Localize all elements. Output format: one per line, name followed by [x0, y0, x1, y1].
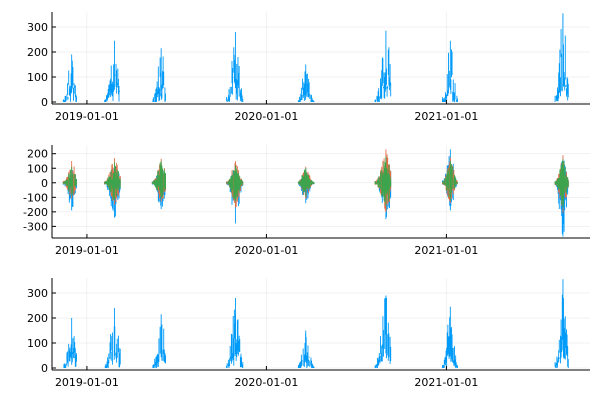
y-tick-label: -100: [23, 191, 48, 204]
series-1-burst-6: [374, 30, 392, 102]
x-tick-label: 2021-01-01: [414, 110, 478, 123]
series-1-burst-2: [104, 308, 121, 368]
y-tick-label: -300: [23, 220, 48, 233]
series-1-burst-8: [554, 13, 569, 102]
x-tick-label: 2019-01-01: [55, 376, 119, 389]
chart-panel-3: 0 100 200 300 2019-01-01 2020-01-01 2021-01-01: [27, 278, 590, 389]
series-3-burst-5: [297, 168, 315, 197]
y-tick-label: 200: [27, 312, 48, 325]
series-1-burst-7: [442, 306, 458, 368]
series-group: [63, 279, 569, 368]
series-1-burst-4: [226, 32, 244, 102]
y-tick-label: 100: [27, 71, 48, 84]
y-tick-label: 100: [27, 162, 48, 175]
series-3-burst-7: [442, 160, 458, 201]
y-tick-label: 0: [41, 177, 48, 190]
series-1-burst-3: [152, 314, 166, 368]
x-tick-label: 2021-01-01: [414, 244, 478, 257]
x-tick-label: 2019-01-01: [55, 244, 119, 257]
x-tick-label: 2020-01-01: [234, 244, 298, 257]
series-1-burst-8: [554, 279, 569, 368]
chart-panel-1: 0 100 200 300 2019-01-01 2020-01-01 2021-01-01: [27, 12, 590, 123]
series-1-burst-1: [62, 54, 77, 102]
y-tick-label: 100: [27, 337, 48, 350]
y-tick-label: 0: [41, 362, 48, 375]
x-tick-label: 2020-01-01: [234, 376, 298, 389]
series-3-burst-8: [554, 159, 569, 208]
series-3-burst-1: [62, 166, 77, 196]
series-group: [62, 149, 569, 237]
y-tick-label: 200: [27, 148, 48, 161]
x-tick-label: 2021-01-01: [414, 376, 478, 389]
series-3-burst-3: [151, 160, 166, 199]
series-3-burst-4: [226, 165, 244, 202]
x-tick-label: 2019-01-01: [55, 110, 119, 123]
y-tick-label: 0: [41, 96, 48, 109]
y-tick-label: -200: [23, 206, 48, 219]
series-group: [62, 13, 569, 102]
series-1-burst-7: [442, 40, 458, 102]
series-3-burst-6: [374, 156, 392, 207]
series-1-burst-6: [374, 295, 392, 368]
y-tick-label: 300: [27, 287, 48, 300]
series-1-burst-3: [152, 48, 166, 102]
series-1-burst-2: [104, 40, 121, 102]
series-1-burst-4: [226, 298, 244, 368]
series-3-burst-2: [104, 162, 121, 201]
y-tick-label: 200: [27, 46, 48, 59]
series-1-burst-1: [63, 318, 77, 368]
y-tick-label: 300: [27, 21, 48, 34]
series-1-burst-5: [297, 64, 315, 102]
x-tick-label: 2020-01-01: [234, 110, 298, 123]
series-1-burst-5: [297, 330, 315, 368]
